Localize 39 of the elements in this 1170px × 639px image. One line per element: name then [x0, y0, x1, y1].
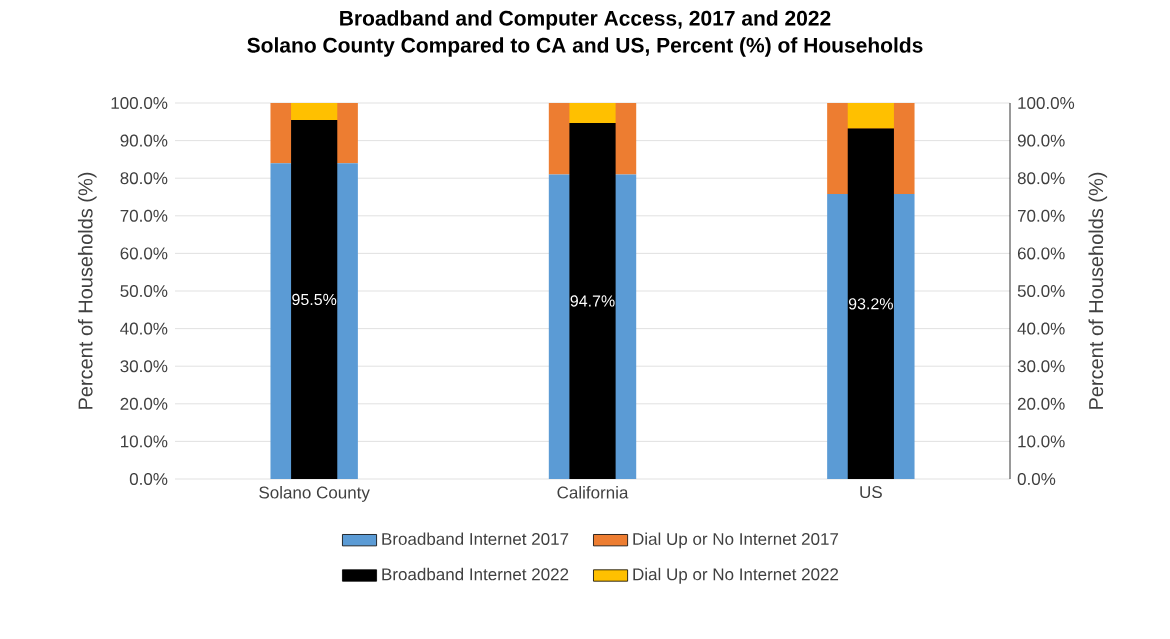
y2-tick-label: 70.0% — [1017, 209, 1065, 222]
y-tick-label: 50.0% — [120, 285, 168, 298]
y-axis-title: Percent of Households (%) — [77, 172, 97, 409]
y2-tick-label: 0.0% — [1017, 473, 1056, 486]
y-tick-label: 80.0% — [120, 172, 168, 185]
chart-title: Broadband and Computer Access, 2017 and 2022 — [340, 10, 831, 30]
legend-label: Dial Up or No Internet 2022 — [633, 567, 839, 584]
y-tick-label: 40.0% — [120, 322, 168, 335]
y-tick-label: 30.0% — [120, 360, 168, 373]
x-tick-label: California — [557, 486, 629, 499]
chart-subtitle: Solano County Compared to CA and US, Percent (%) of Households — [247, 37, 923, 57]
y2-axis-title: Percent of Households (%) — [1088, 172, 1108, 409]
y-tick-label: 100.0% — [111, 97, 168, 110]
x-tick-label: US — [860, 486, 882, 499]
bar — [847, 103, 894, 129]
data-label: 93.2% — [848, 298, 893, 310]
y2-tick-label: 30.0% — [1017, 360, 1065, 373]
y-tick-label: 60.0% — [120, 247, 168, 260]
y2-tick-label: 90.0% — [1017, 134, 1065, 147]
y2-tick-label: 50.0% — [1017, 285, 1065, 298]
bar — [569, 103, 616, 123]
data-label: 95.5% — [292, 293, 337, 306]
legend-label: Dial Up or No Internet 2017 — [633, 532, 839, 549]
y-tick-label: 0.0% — [129, 473, 168, 486]
y2-tick-label: 80.0% — [1017, 172, 1065, 185]
y-tick-label: 70.0% — [120, 209, 168, 222]
y2-tick-label: 10.0% — [1018, 435, 1065, 448]
y-tick-label: 10.0% — [121, 435, 168, 448]
data-label: 94.7% — [570, 295, 615, 307]
y-tick-label: 90.0% — [120, 134, 168, 147]
bar — [291, 103, 338, 120]
legend-label: Broadband Internet 2022 — [382, 567, 569, 581]
x-tick-label: Solano County — [259, 486, 370, 502]
y2-tick-label: 40.0% — [1017, 322, 1065, 335]
y2-tick-label: 100.0% — [1018, 97, 1075, 110]
y-tick-label: 20.0% — [120, 397, 168, 410]
y2-tick-label: 60.0% — [1017, 247, 1065, 260]
legend-label: Broadband Internet 2017 — [382, 532, 569, 545]
y2-tick-label: 20.0% — [1017, 397, 1065, 410]
